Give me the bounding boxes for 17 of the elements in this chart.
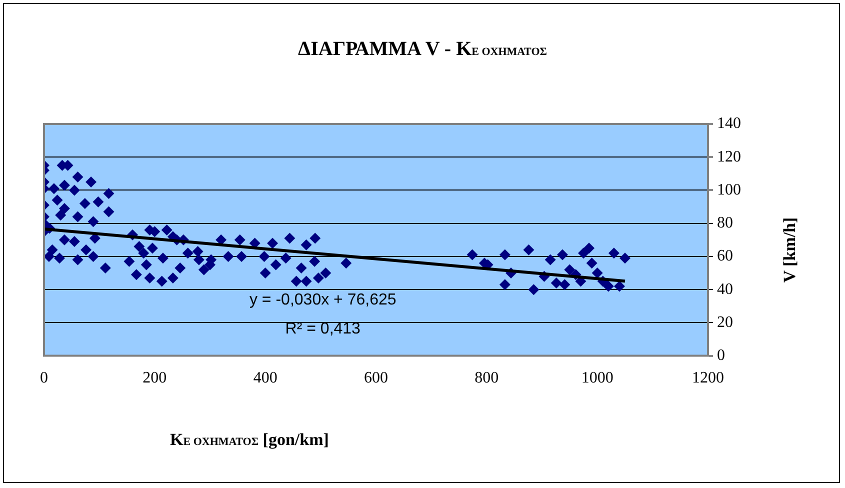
y-tick-label: 20 [717,314,733,331]
x-tick-label: 800 [474,370,499,387]
y-tick-label: 40 [717,280,733,298]
y-tick-label: 100 [717,181,741,198]
y-axis-title: V [km/h] [780,217,800,283]
x-tick-label: 600 [364,370,388,387]
y-tick-label: 0 [717,347,725,364]
x-tick-label: 400 [253,370,278,387]
x-tick-label: 1000 [581,370,614,387]
x-tick-label: 200 [142,370,167,387]
y-tick-label: 120 [717,148,741,166]
annotation: y = -0,030x + 76,625 [249,292,396,309]
x-tick-label: 0 [40,370,48,387]
y-tick-label: 80 [717,214,733,232]
y-tick-label: 60 [717,248,733,265]
y-tick-label: 140 [717,115,741,132]
x-tick-label: 1200 [692,370,724,387]
